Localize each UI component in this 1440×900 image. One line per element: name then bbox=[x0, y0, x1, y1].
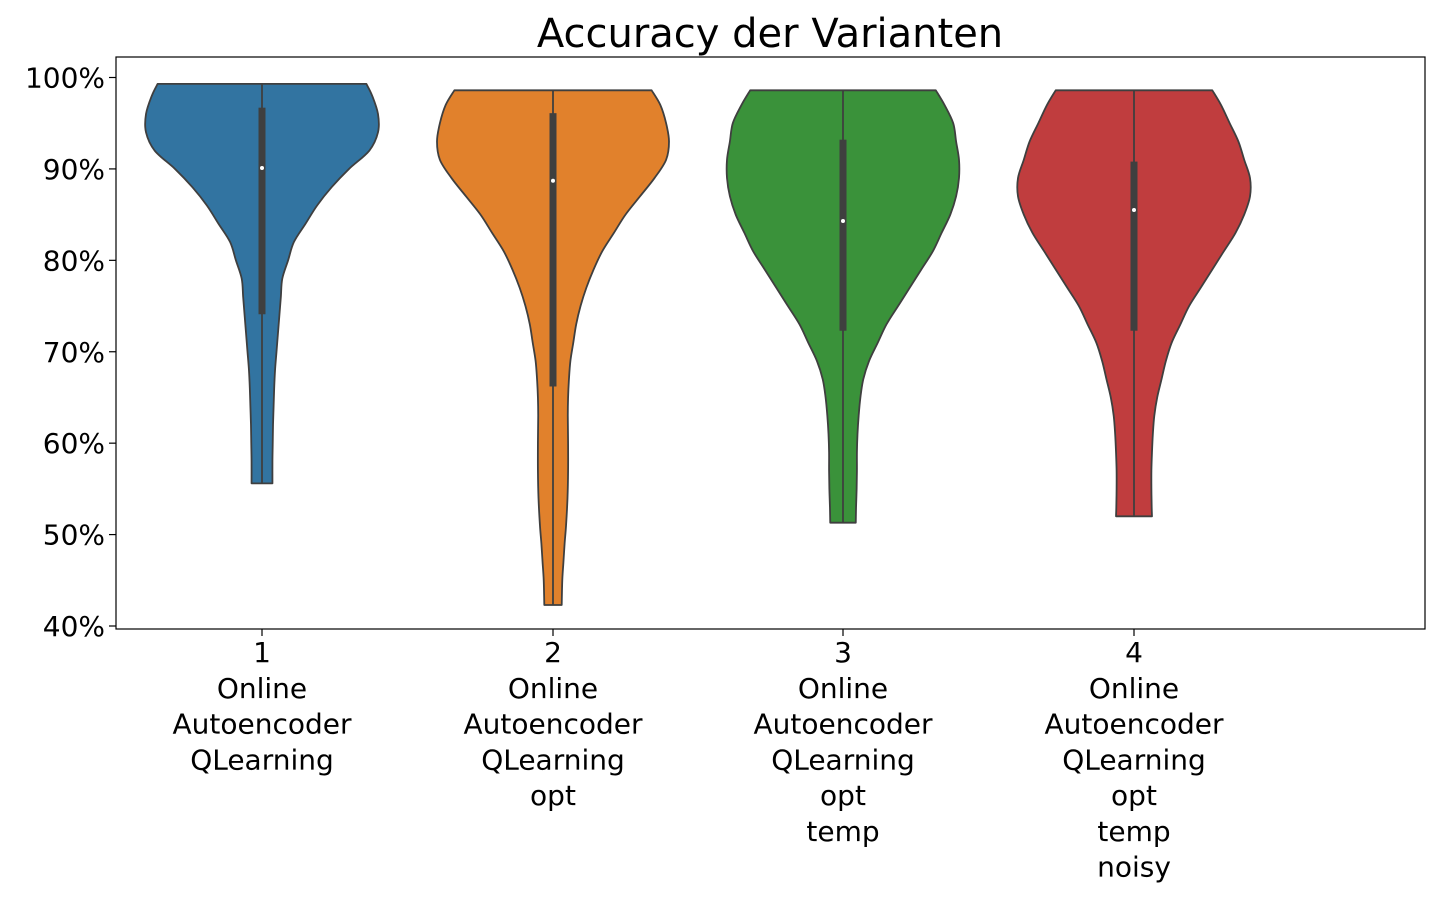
x-category-label-line: QLearning bbox=[481, 743, 625, 776]
violin-iqr-box bbox=[258, 107, 266, 315]
x-tick-label: 1 bbox=[253, 636, 271, 669]
x-category-label-line: Online bbox=[1089, 672, 1179, 705]
violin-median-dot bbox=[260, 166, 264, 171]
x-tick-label: 4 bbox=[1125, 636, 1143, 669]
y-tick-label: 50% bbox=[43, 519, 105, 552]
y-tick-label: 100% bbox=[25, 62, 105, 95]
x-category-label-line: Autoencoder bbox=[463, 708, 643, 741]
y-tick-label: 40% bbox=[43, 610, 105, 643]
x-category-label-line: QLearning bbox=[1062, 743, 1206, 776]
x-category-label-line: noisy bbox=[1097, 851, 1171, 884]
chart-title: Accuracy der Varianten bbox=[537, 11, 1003, 57]
x-category-label-line: opt bbox=[1111, 779, 1157, 812]
x-category-label-line: Autoencoder bbox=[172, 708, 352, 741]
x-category-label-line: Online bbox=[798, 672, 888, 705]
y-tick-label: 80% bbox=[43, 244, 105, 277]
x-tick-label: 2 bbox=[544, 636, 562, 669]
plot-frame bbox=[115, 56, 1426, 630]
y-tick-label: 60% bbox=[43, 427, 105, 460]
violin-iqr-box bbox=[839, 139, 847, 331]
violin-iqr-box bbox=[1130, 161, 1138, 331]
violin-median-dot bbox=[551, 178, 555, 183]
x-category-label-line: temp bbox=[806, 815, 879, 848]
x-category-label-line: temp bbox=[1097, 815, 1170, 848]
x-category-label-line: QLearning bbox=[190, 743, 334, 776]
x-category-label-line: Autoencoder bbox=[1044, 708, 1224, 741]
y-tick-label: 90% bbox=[43, 153, 105, 186]
x-category-label-line: Autoencoder bbox=[753, 708, 933, 741]
violin-median-dot bbox=[1132, 208, 1136, 213]
y-axis: 40% 50% 60% 70% 80% 90% 100% bbox=[25, 62, 116, 643]
x-category-label-line: Online bbox=[508, 672, 598, 705]
violin-iqr-box bbox=[549, 113, 557, 387]
x-category-label-line: Online bbox=[217, 672, 307, 705]
x-tick-label: 3 bbox=[834, 636, 852, 669]
y-tick-label: 70% bbox=[43, 336, 105, 369]
x-category-label-line: opt bbox=[530, 779, 576, 812]
x-axis: 1OnlineAutoencoderQLearning2OnlineAutoen… bbox=[172, 629, 1224, 884]
x-category-label-line: opt bbox=[820, 779, 866, 812]
violins-group bbox=[144, 82, 1252, 606]
x-category-label-line: QLearning bbox=[771, 743, 915, 776]
violin-median-dot bbox=[841, 219, 845, 224]
